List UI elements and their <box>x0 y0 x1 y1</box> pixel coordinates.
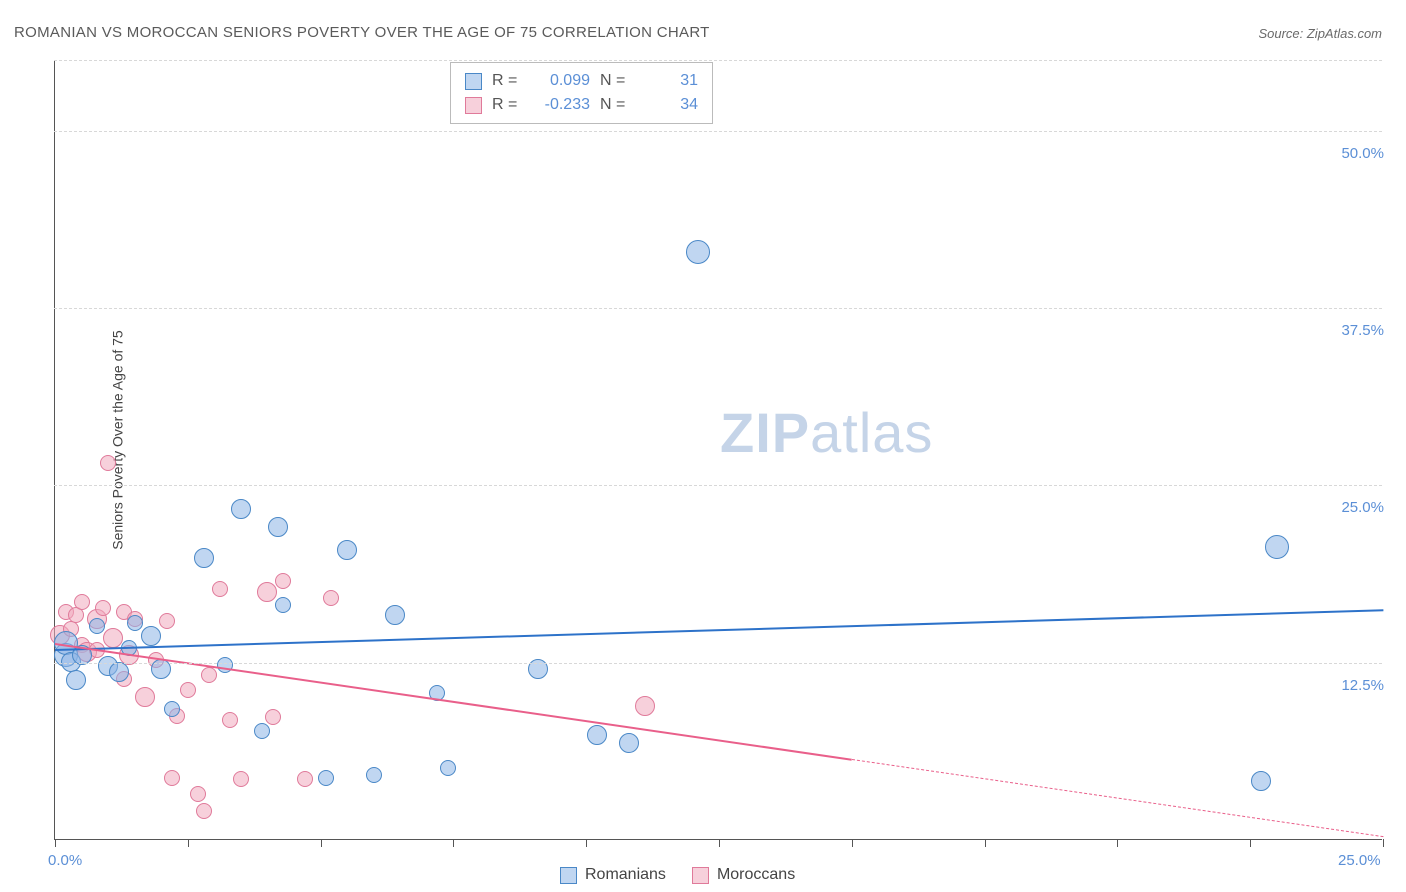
gridline <box>54 60 1382 61</box>
data-point <box>159 613 175 629</box>
legend: Romanians Moroccans <box>560 866 795 884</box>
x-tick <box>1250 839 1251 847</box>
legend-item: Moroccans <box>692 866 795 884</box>
data-point <box>265 709 281 725</box>
trend-line <box>55 609 1383 651</box>
swatch-pink <box>692 867 709 884</box>
swatch-pink <box>465 97 482 114</box>
data-point <box>231 499 251 519</box>
legend-item: Romanians <box>560 866 666 884</box>
data-point <box>385 605 405 625</box>
legend-label: Moroccans <box>717 866 795 884</box>
data-point <box>297 771 313 787</box>
data-point <box>275 597 291 613</box>
scatter-plot-area <box>54 60 1382 840</box>
stat-value-r: 0.099 <box>530 72 590 90</box>
data-point <box>440 760 456 776</box>
x-tick-label: 0.0% <box>48 852 82 869</box>
data-point <box>74 594 90 610</box>
x-tick <box>55 839 56 847</box>
x-tick-label: 25.0% <box>1338 852 1381 869</box>
y-tick-label: 12.5% <box>1341 677 1384 694</box>
data-point <box>587 725 607 745</box>
swatch-blue <box>465 73 482 90</box>
data-point <box>254 723 270 739</box>
data-point <box>135 687 155 707</box>
data-point <box>89 618 105 634</box>
data-point <box>100 455 116 471</box>
gridline <box>54 131 1382 132</box>
source-attribution: Source: ZipAtlas.com <box>1258 26 1382 41</box>
data-point <box>127 615 143 631</box>
stats-row: R = 0.099 N = 31 <box>465 69 698 93</box>
data-point <box>196 803 212 819</box>
data-point <box>1265 535 1289 559</box>
gridline <box>54 663 1382 664</box>
x-tick <box>453 839 454 847</box>
swatch-blue <box>560 867 577 884</box>
stat-label-r: R = <box>492 96 520 114</box>
data-point <box>1251 771 1271 791</box>
data-point <box>194 548 214 568</box>
data-point <box>212 581 228 597</box>
data-point <box>257 582 277 602</box>
y-tick-label: 25.0% <box>1341 499 1384 516</box>
x-tick <box>719 839 720 847</box>
data-point <box>619 733 639 753</box>
data-point <box>275 573 291 589</box>
data-point <box>103 628 123 648</box>
x-tick <box>188 839 189 847</box>
stat-label-n: N = <box>600 72 628 90</box>
x-tick <box>321 839 322 847</box>
data-point <box>66 670 86 690</box>
data-point <box>318 770 334 786</box>
y-tick-label: 37.5% <box>1341 322 1384 339</box>
data-point <box>635 696 655 716</box>
legend-label: Romanians <box>585 866 666 884</box>
data-point <box>268 517 288 537</box>
x-tick <box>985 839 986 847</box>
data-point <box>366 767 382 783</box>
data-point <box>164 770 180 786</box>
data-point <box>222 712 238 728</box>
data-point <box>190 786 206 802</box>
chart-title: ROMANIAN VS MOROCCAN SENIORS POVERTY OVE… <box>14 24 710 41</box>
stat-value-n: 31 <box>638 72 698 90</box>
data-point <box>233 771 249 787</box>
data-point <box>180 682 196 698</box>
data-point <box>686 240 710 264</box>
stat-label-n: N = <box>600 96 628 114</box>
correlation-stats-box: R = 0.099 N = 31 R = -0.233 N = 34 <box>450 62 713 124</box>
gridline <box>54 308 1382 309</box>
stats-row: R = -0.233 N = 34 <box>465 93 698 117</box>
trend-line <box>852 759 1383 837</box>
x-tick <box>852 839 853 847</box>
stat-label-r: R = <box>492 72 520 90</box>
data-point <box>141 626 161 646</box>
data-point <box>95 600 111 616</box>
x-tick <box>1117 839 1118 847</box>
gridline <box>54 485 1382 486</box>
data-point <box>323 590 339 606</box>
x-tick <box>1383 839 1384 847</box>
x-tick <box>586 839 587 847</box>
data-point <box>337 540 357 560</box>
stat-value-r: -0.233 <box>530 96 590 114</box>
stat-value-n: 34 <box>638 96 698 114</box>
y-tick-label: 50.0% <box>1341 145 1384 162</box>
data-point <box>201 667 217 683</box>
data-point <box>164 701 180 717</box>
data-point <box>109 662 129 682</box>
